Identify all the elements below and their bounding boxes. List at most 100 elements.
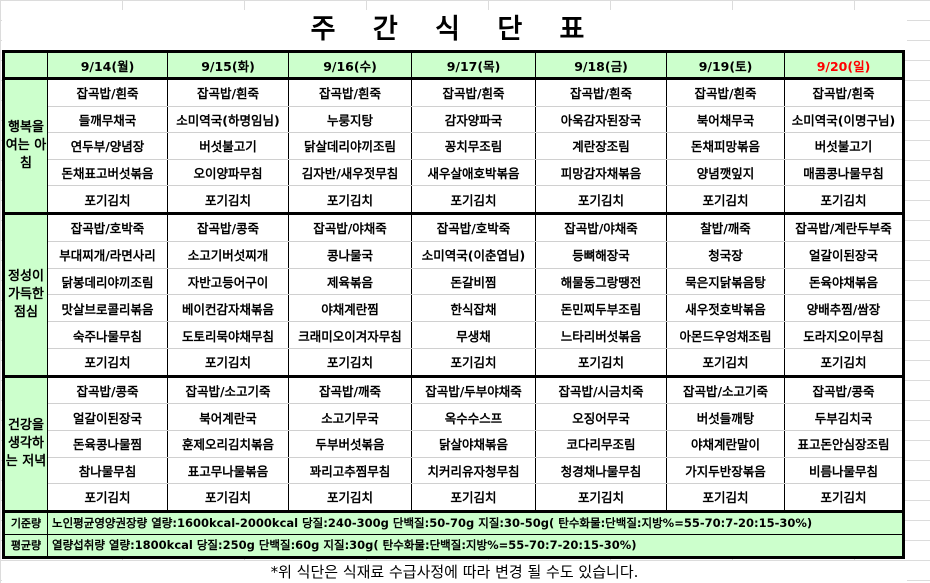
menu-content: 9/14(월) 9/15(화) 9/16(수) 9/17(목) 9/18(금) 9/19(… xyxy=(2,50,913,583)
menu-item: 포기김치 xyxy=(535,185,667,214)
day-header: 9/20(일) xyxy=(784,51,904,79)
menu-item: 등뼈해장국 xyxy=(535,240,667,269)
menu-item: 포기김치 xyxy=(784,483,904,512)
menu-item: 잡곡밥/두부야채죽 xyxy=(411,374,536,405)
menu-item: 찰밥/깨죽 xyxy=(666,211,785,242)
menu-item: 포기김치 xyxy=(288,347,412,377)
menu-row: 닭봉데리야끼조림 자반고등어구이 제육볶음 돈갈비찜 해물동그랑땡전 묵은지닭볶음탕 돈육야… xyxy=(4,267,904,296)
menu-item: 잡곡밥/흰죽 xyxy=(47,77,168,107)
menu-item: 누룽지탕 xyxy=(288,105,412,134)
menu-item: 잡곡밥/소고기죽 xyxy=(167,374,289,405)
menu-item: 비름나물무침 xyxy=(784,456,904,485)
menu-row: 숙주나물무침 도토리묵야채무침 크래미오이겨자무침 무생채 느타리버섯볶음 아몬드우엉채조… xyxy=(4,321,904,349)
menu-item: 숙주나물무침 xyxy=(47,321,168,349)
menu-row: 포기김치 포기김치 포기김치 포기김치 포기김치 포기김치 포기김치 xyxy=(4,347,904,377)
menu-item: 잡곡밥/흰죽 xyxy=(666,77,785,107)
menu-item: 돈민찌두부조림 xyxy=(535,294,667,323)
menu-item: 잡곡밥/호박죽 xyxy=(411,211,536,242)
menu-row: 부대찌개/라면사리 소고기버섯찌개 콩나물국 소미역국(이춘엽님) 등뼈해장국 청국장 얼갈… xyxy=(4,240,904,269)
menu-item: 잡곡밥/계란두부죽 xyxy=(784,211,904,242)
menu-item: 야채계란말이 xyxy=(666,429,785,458)
menu-item: 부대찌개/라면사리 xyxy=(47,240,168,269)
menu-item: 묵은지닭볶음탕 xyxy=(666,267,785,296)
nutrition-label: 평균량 xyxy=(3,533,48,558)
menu-item: 잡곡밥/깨죽 xyxy=(288,374,412,405)
menu-item: 감자양파국 xyxy=(411,105,536,134)
menu-item: 소미역국(하명임님) xyxy=(167,105,289,134)
menu-item: 잡곡밥/소고기죽 xyxy=(666,374,785,405)
menu-item: 꽁치무조림 xyxy=(411,132,536,160)
menu-item: 크래미오이겨자무침 xyxy=(288,321,412,349)
menu-item: 잡곡밥/콩죽 xyxy=(784,374,904,405)
menu-item: 김자반/새우젓무침 xyxy=(288,158,412,187)
menu-item: 잡곡밥/야채죽 xyxy=(535,211,667,242)
menu-item: 새우살애호박볶음 xyxy=(411,158,536,187)
menu-item: 치커리유자청무침 xyxy=(411,456,536,485)
menu-item: 북어채무국 xyxy=(666,105,785,134)
menu-item: 오이양파무침 xyxy=(167,158,289,187)
menu-item: 포기김치 xyxy=(167,483,289,512)
menu-item: 잡곡밥/흰죽 xyxy=(784,77,904,107)
menu-item: 소고기무국 xyxy=(288,403,412,431)
menu-item: 옥수수스프 xyxy=(411,403,536,431)
menu-item: 잡곡밥/콩죽 xyxy=(47,374,168,405)
menu-item: 돈육콩나물찜 xyxy=(47,429,168,458)
menu-item: 닭봉데리야끼조림 xyxy=(47,267,168,296)
menu-item: 잡곡밥/야채죽 xyxy=(288,211,412,242)
menu-item: 포기김치 xyxy=(288,483,412,512)
menu-item: 청경채나물무침 xyxy=(535,456,667,485)
day-header: 9/18(금) xyxy=(535,51,667,79)
menu-item: 아욱감자된장국 xyxy=(535,105,667,134)
menu-item: 포기김치 xyxy=(47,483,168,512)
menu-item: 청국장 xyxy=(666,240,785,269)
menu-item: 포기김치 xyxy=(167,185,289,214)
menu-item: 버섯불고기 xyxy=(167,132,289,160)
menu-item: 계란장조림 xyxy=(535,132,667,160)
menu-item: 꽈리고추찜무침 xyxy=(288,456,412,485)
menu-item: 표고돈안심장조림 xyxy=(784,429,904,458)
menu-item: 자반고등어구이 xyxy=(167,267,289,296)
menu-item: 포기김치 xyxy=(411,347,536,377)
menu-item: 잡곡밥/흰죽 xyxy=(535,77,667,107)
menu-item: 양배추찜/쌈장 xyxy=(784,294,904,323)
menu-item: 포기김치 xyxy=(535,483,667,512)
menu-item: 얼갈이된장국 xyxy=(784,240,904,269)
day-header: 9/19(토) xyxy=(666,51,785,79)
menu-item: 느타리버섯볶음 xyxy=(535,321,667,349)
menu-row: 맛살브로콜리볶음 베이컨감자채볶음 야채계란찜 한식잡채 돈민찌두부조림 새우젓호박볶음 양… xyxy=(4,294,904,323)
menu-row: 얼갈이된장국 북어계란국 소고기무국 옥수수스프 오징어무국 버섯들깨탕 두부김치국 xyxy=(4,403,904,431)
menu-item: 들깨무채국 xyxy=(47,105,168,134)
menu-item: 피망감자채볶음 xyxy=(535,158,667,187)
menu-item: 닭살데리야끼조림 xyxy=(288,132,412,160)
menu-item: 참나물무침 xyxy=(47,456,168,485)
day-header: 9/15(화) xyxy=(167,51,289,79)
page-title: 주 간 식 단 표 xyxy=(2,10,907,50)
menu-item: 콩나물국 xyxy=(288,240,412,269)
menu-item: 소미역국(이명구님) xyxy=(784,105,904,134)
meal-label: 건강을 생각하는 저녁 xyxy=(3,374,48,512)
menu-item: 오징어무국 xyxy=(535,403,667,431)
menu-item: 양념깻잎지 xyxy=(666,158,785,187)
weekly-menu-table: 9/14(월) 9/15(화) 9/16(수) 9/17(목) 9/18(금) 9/19(… xyxy=(2,50,905,559)
menu-row: 들깨무채국 소미역국(하명임님) 누룽지탕 감자양파국 아욱감자된장국 북어채무국 소미역국… xyxy=(4,105,904,134)
menu-item: 포기김치 xyxy=(411,483,536,512)
menu-item: 야채계란찜 xyxy=(288,294,412,323)
menu-item: 북어계란국 xyxy=(167,403,289,431)
menu-row: 건강을 생각하는 저녁 잡곡밥/콩죽 잡곡밥/소고기죽 잡곡밥/깨죽 잡곡밥/두부야채죽… xyxy=(3,374,904,512)
menu-item: 연두부/양념장 xyxy=(47,132,168,160)
menu-item: 버섯들깨탕 xyxy=(666,403,785,431)
menu-item: 베이컨감자채볶음 xyxy=(167,294,289,323)
menu-item: 가지두반장볶음 xyxy=(666,456,785,485)
day-header: 9/17(목) xyxy=(411,51,536,79)
menu-item: 두부김치국 xyxy=(784,403,904,431)
menu-item: 도라지오이무침 xyxy=(784,321,904,349)
menu-item: 포기김치 xyxy=(288,185,412,214)
menu-item: 포기김치 xyxy=(47,185,168,214)
menu-item: 제육볶음 xyxy=(288,267,412,296)
menu-row: 돈채표고버섯볶음 오이양파무침 김자반/새우젓무침 새우살애호박볶음 피망감자채볶음 양념… xyxy=(4,158,904,187)
menu-item: 포기김치 xyxy=(535,347,667,377)
menu-item: 포기김치 xyxy=(411,185,536,214)
menu-change-note: *위 식단은 식재료 수급사정에 따라 변경 될 수도 있습니다. xyxy=(2,560,907,583)
menu-row: 연두부/양념장 버섯불고기 닭살데리야끼조림 꽁치무조림 계란장조림 돈채피망볶음 버섯불고… xyxy=(4,132,904,160)
menu-item: 소고기버섯찌개 xyxy=(167,240,289,269)
